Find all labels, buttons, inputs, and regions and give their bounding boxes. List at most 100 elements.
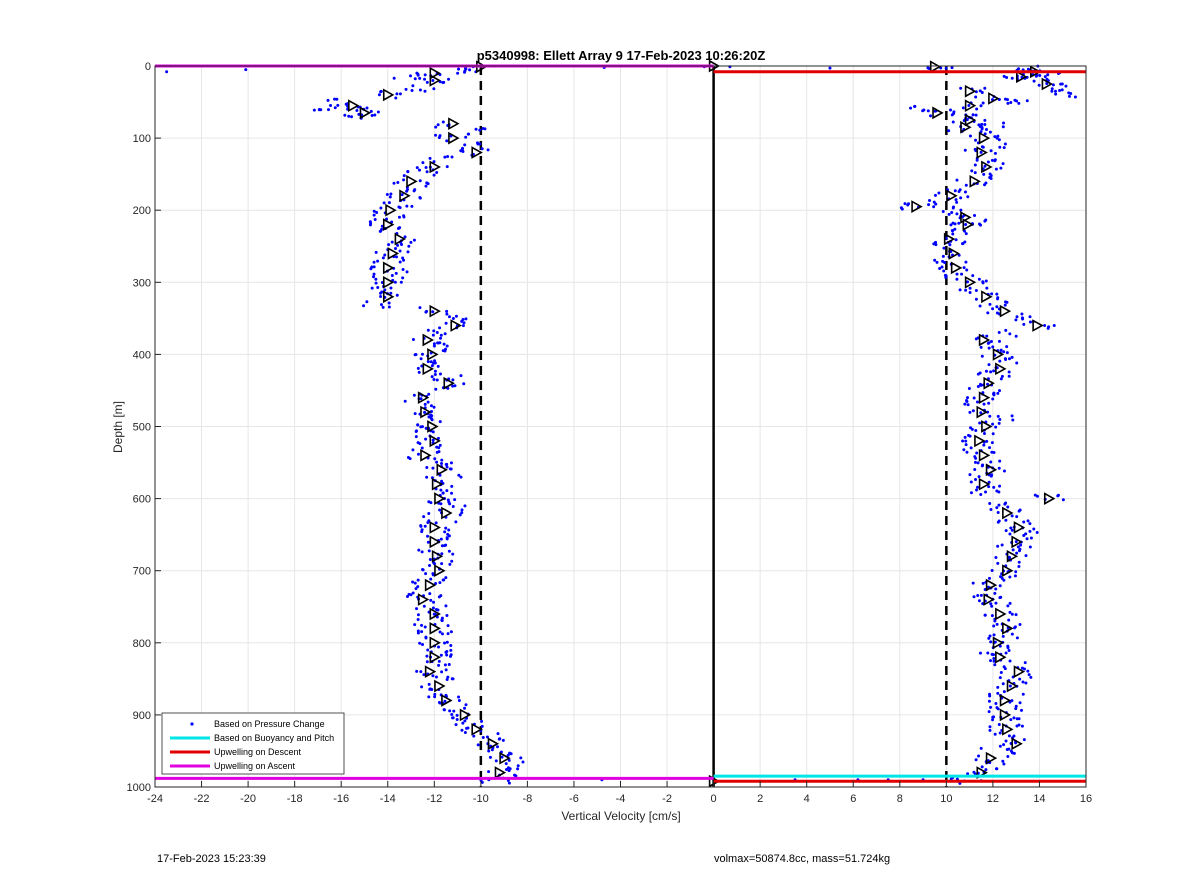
averaged-velocity-marker bbox=[387, 247, 400, 260]
pressure-point bbox=[496, 745, 500, 749]
pressure-point bbox=[381, 256, 385, 260]
pressure-point bbox=[440, 552, 444, 556]
pressure-point bbox=[1067, 94, 1071, 98]
pressure-point bbox=[498, 737, 502, 741]
pressure-point bbox=[971, 581, 975, 585]
pressure-point bbox=[1043, 75, 1047, 79]
pressure-point bbox=[1015, 315, 1019, 319]
pressure-point bbox=[368, 220, 372, 224]
pressure-point bbox=[1010, 514, 1014, 518]
pressure-point bbox=[975, 400, 979, 404]
y-axis-title: Depth [m] bbox=[111, 401, 125, 453]
pressure-point bbox=[996, 707, 1000, 711]
pressure-point bbox=[989, 174, 993, 178]
pressure-point bbox=[439, 653, 443, 657]
pressure-point bbox=[507, 769, 511, 773]
pressure-point bbox=[407, 244, 411, 248]
pressure-point bbox=[998, 584, 1002, 588]
pressure-point bbox=[979, 411, 983, 415]
pressure-point bbox=[1006, 98, 1010, 102]
pressure-point bbox=[451, 552, 455, 556]
pressure-point bbox=[993, 591, 997, 595]
pressure-point bbox=[436, 608, 440, 612]
pressure-point bbox=[440, 544, 444, 548]
averaged-velocity-marker bbox=[1002, 506, 1014, 520]
pressure-point bbox=[1007, 555, 1011, 559]
pressure-point bbox=[435, 378, 439, 382]
pressure-point bbox=[455, 717, 459, 721]
pressure-point bbox=[411, 580, 415, 584]
pressure-point bbox=[434, 125, 438, 129]
pressure-point bbox=[989, 659, 993, 663]
pressure-point bbox=[907, 202, 911, 206]
y-tick-label: 0 bbox=[145, 61, 151, 73]
pressure-point bbox=[396, 227, 400, 231]
pressure-point bbox=[981, 101, 985, 105]
pressure-point bbox=[423, 89, 427, 93]
pressure-point bbox=[447, 549, 451, 553]
pressure-point bbox=[1059, 82, 1063, 86]
pressure-point bbox=[921, 109, 925, 113]
pressure-point bbox=[1017, 101, 1021, 105]
pressure-point bbox=[449, 648, 453, 652]
pressure-point bbox=[1015, 361, 1019, 365]
pressure-point bbox=[968, 134, 972, 138]
pressure-point bbox=[1004, 529, 1008, 533]
pressure-point bbox=[1022, 738, 1026, 742]
pressure-point bbox=[998, 459, 1002, 463]
pressure-point bbox=[984, 369, 988, 373]
pressure-point bbox=[443, 544, 447, 548]
pressure-point bbox=[995, 305, 999, 309]
pressure-point bbox=[1009, 101, 1013, 105]
pressure-point bbox=[951, 221, 955, 225]
pressure-point bbox=[1025, 99, 1029, 103]
averaged-velocity-marker bbox=[441, 506, 453, 520]
averaged-velocity-marker bbox=[943, 232, 956, 246]
pressure-point bbox=[379, 206, 383, 210]
pressure-point bbox=[997, 503, 1001, 507]
pressure-point bbox=[370, 114, 374, 118]
pressure-point bbox=[979, 345, 983, 349]
pressure-point bbox=[426, 400, 430, 404]
pressure-point bbox=[1001, 125, 1005, 129]
pressure-point bbox=[431, 466, 435, 470]
pressure-point bbox=[909, 106, 913, 110]
pressure-point bbox=[981, 145, 985, 149]
averaged-velocity-marker bbox=[417, 391, 430, 405]
pressure-point bbox=[449, 461, 453, 465]
pressure-point bbox=[446, 154, 450, 158]
pressure-point bbox=[951, 120, 955, 124]
pressure-point bbox=[370, 265, 374, 269]
pressure-point bbox=[461, 150, 465, 154]
x-tick-label: 0 bbox=[711, 793, 717, 805]
pressure-point bbox=[976, 384, 980, 388]
pressure-point bbox=[424, 437, 428, 441]
pressure-point bbox=[420, 642, 424, 646]
pressure-point bbox=[445, 462, 449, 466]
averaged-velocity-marker bbox=[450, 319, 462, 332]
pressure-point bbox=[998, 596, 1002, 600]
pressure-point bbox=[432, 405, 436, 409]
pressure-point bbox=[999, 575, 1003, 579]
averaged-velocity-marker bbox=[981, 420, 993, 433]
pressure-point bbox=[1017, 560, 1021, 564]
y-tick-label: 600 bbox=[133, 494, 151, 506]
x-tick-label: -16 bbox=[333, 793, 349, 805]
pressure-point bbox=[398, 249, 402, 253]
pressure-point bbox=[463, 719, 467, 723]
pressure-point bbox=[454, 520, 458, 524]
pressure-point bbox=[428, 592, 432, 596]
averaged-velocity-marker bbox=[382, 261, 395, 275]
pressure-point bbox=[412, 393, 416, 397]
pressure-point bbox=[928, 198, 932, 202]
pressure-point bbox=[992, 715, 996, 719]
pressure-point bbox=[989, 370, 993, 374]
pressure-point bbox=[357, 112, 361, 116]
averaged-velocity-marker bbox=[978, 391, 991, 405]
averaged-velocity-marker bbox=[382, 88, 395, 102]
pressure-point bbox=[978, 304, 982, 308]
pressure-point bbox=[444, 576, 448, 580]
legend-label-ascent: Upwelling on Ascent bbox=[214, 761, 296, 771]
pressure-point bbox=[986, 160, 990, 164]
averaged-velocity-marker bbox=[494, 766, 507, 779]
